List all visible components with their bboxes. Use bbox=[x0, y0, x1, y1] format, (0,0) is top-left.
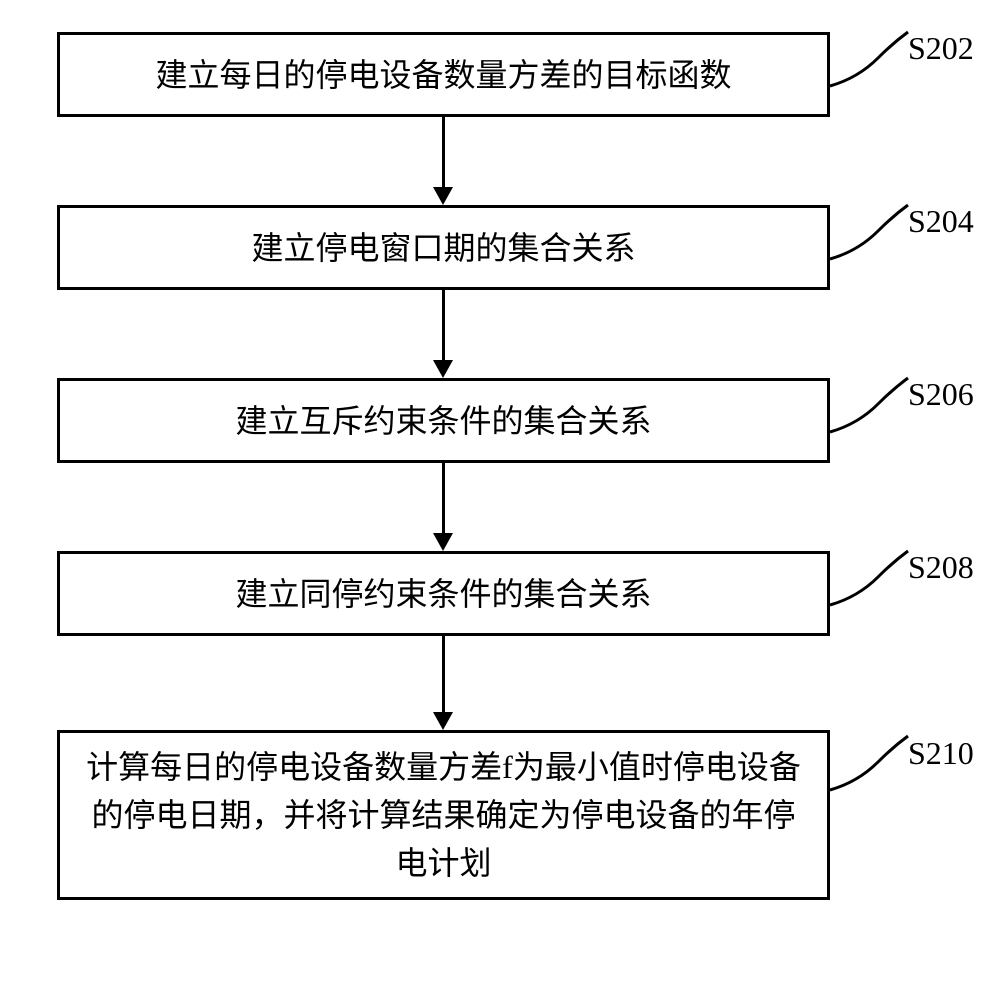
arrow-2-3 bbox=[442, 290, 445, 360]
step-4-text: 建立同停约束条件的集合关系 bbox=[215, 562, 671, 626]
flowchart-step-3: 建立互斥约束条件的集合关系 bbox=[57, 378, 830, 463]
step-2-label: S204 bbox=[908, 203, 974, 240]
step-2-text: 建立停电窗口期的集合关系 bbox=[231, 216, 655, 280]
step-3-text: 建立互斥约束条件的集合关系 bbox=[215, 389, 671, 453]
connector-curve-3 bbox=[828, 374, 910, 436]
flowchart-step-2: 建立停电窗口期的集合关系 bbox=[57, 205, 830, 290]
step-1-label: S202 bbox=[908, 30, 974, 67]
arrow-head-1-2 bbox=[433, 187, 453, 205]
flowchart-step-5: 计算每日的停电设备数量方差f为最小值时停电设备的停电日期，并将计算结果确定为停电… bbox=[57, 730, 830, 900]
arrow-3-4 bbox=[442, 463, 445, 533]
connector-curve-5 bbox=[828, 732, 910, 794]
step-4-label: S208 bbox=[908, 549, 974, 586]
step-1-text: 建立每日的停电设备数量方差的目标函数 bbox=[135, 43, 751, 107]
connector-curve-1 bbox=[828, 28, 910, 90]
arrow-1-2 bbox=[442, 117, 445, 187]
step-5-text: 计算每日的停电设备数量方差f为最小值时停电设备的停电日期，并将计算结果确定为停电… bbox=[60, 735, 827, 895]
arrow-4-5 bbox=[442, 636, 445, 712]
flowchart-step-1: 建立每日的停电设备数量方差的目标函数 bbox=[57, 32, 830, 117]
arrow-head-4-5 bbox=[433, 712, 453, 730]
arrow-head-3-4 bbox=[433, 533, 453, 551]
flowchart-container: 建立每日的停电设备数量方差的目标函数 S202 建立停电窗口期的集合关系 S20… bbox=[0, 0, 1000, 985]
step-3-label: S206 bbox=[908, 376, 974, 413]
connector-curve-2 bbox=[828, 201, 910, 263]
step-5-label: S210 bbox=[908, 735, 974, 772]
flowchart-step-4: 建立同停约束条件的集合关系 bbox=[57, 551, 830, 636]
arrow-head-2-3 bbox=[433, 360, 453, 378]
connector-curve-4 bbox=[828, 547, 910, 609]
